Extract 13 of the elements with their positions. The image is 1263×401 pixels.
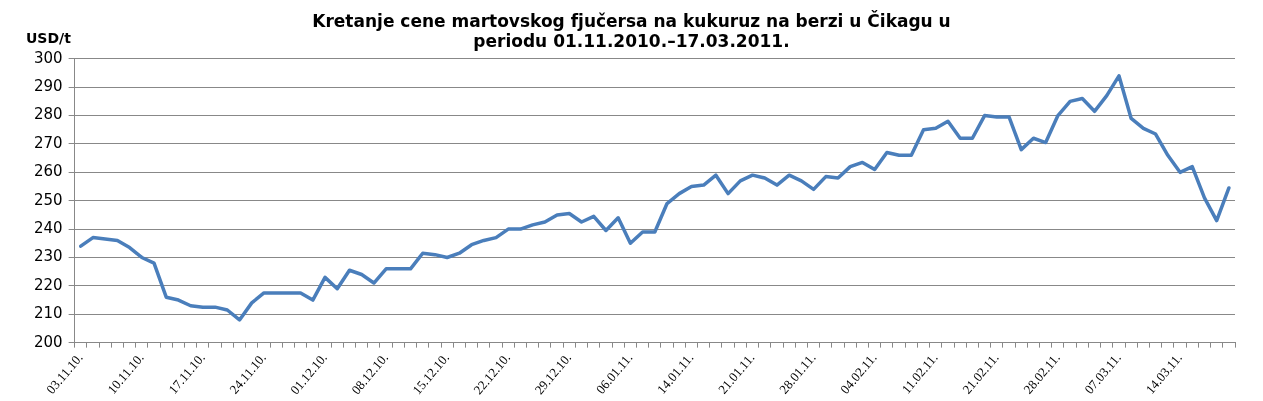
y-axis-title: USD/t bbox=[26, 30, 72, 47]
y-tick-label: 240 bbox=[33, 218, 63, 237]
y-tick-label: 250 bbox=[33, 190, 63, 209]
y-tick-label: 300 bbox=[33, 48, 63, 67]
y-tick-label: 270 bbox=[33, 133, 63, 152]
chart-title: Kretanje cene martovskog fjučersa na kukuruz na berzi u Čikagu u periodu 01.11.2010.–17.03.2011. bbox=[312, 9, 951, 52]
y-tick-label: 280 bbox=[33, 105, 63, 124]
y-tick-label: 210 bbox=[33, 304, 63, 323]
y-tick-label: 290 bbox=[33, 77, 63, 96]
y-tick-label: 220 bbox=[33, 275, 63, 294]
y-tick-label: 230 bbox=[33, 247, 63, 266]
y-tick-label: 200 bbox=[33, 332, 63, 351]
y-tick-label: 260 bbox=[33, 162, 63, 181]
